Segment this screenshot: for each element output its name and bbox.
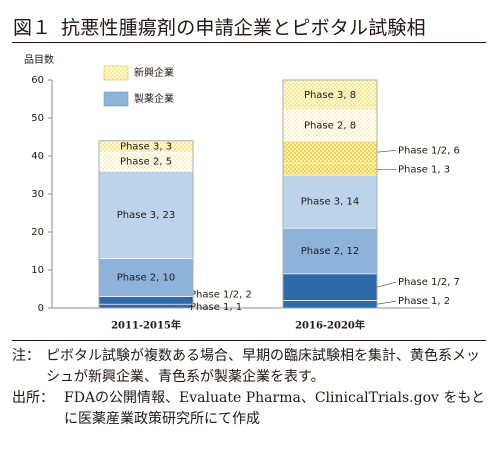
bar-segment [98,303,194,309]
notes-rule [12,340,486,341]
bar-outline [282,79,378,309]
legend-label: 新興企業 [134,66,174,79]
leader-line [376,281,397,288]
data-label: Phase 3, 23 [117,210,175,221]
data-label: Phase 2, 10 [117,273,175,284]
data-label: Phase 1/2, 2 [190,290,252,301]
y-tick-label: 40 [31,151,44,162]
bar-segment [282,140,378,164]
legend-swatch [103,91,129,107]
bar-segment [282,300,378,309]
header-rule [12,42,486,43]
source-row: 出所： FDAの公開情報、Evaluate Pharma、ClinicalTri… [12,388,490,430]
figure-title: 抗悪性腫瘍剤の申請企業とピボタル試験相 [61,16,426,39]
notes-block: 注： ピボタル試験が複数ある場合、早期の臨床試験相を集計、黄色系メッシュが新興企… [12,346,490,430]
source-text: FDAの公開情報、Evaluate Pharma、ClinicalTrials.… [64,390,486,427]
data-label: Phase 1, 3 [398,165,450,176]
x-tick-label: 2011-2015年 [111,319,181,332]
y-tick-label: 10 [31,265,44,276]
note-text: ピボタル試験が複数ある場合、早期の臨床試験相を集計、黄色系メッシュが新興企業、青… [46,348,480,385]
y-axis-label: 品目数 [24,53,54,66]
source-label: 出所： [12,390,54,406]
bar-segment [282,163,378,176]
data-label: Phase 3, 14 [301,197,359,208]
data-label: Phase 3, 3 [120,142,172,153]
bar-outline [98,140,194,309]
figure-header: 図１ 抗悪性腫瘍剤の申請企業とピボタル試験相 [13,11,426,41]
y-tick-label: 20 [31,227,44,238]
bar-segment [282,273,378,301]
y-tick-label: 0 [38,303,44,314]
note-label: 注： [12,348,40,364]
data-label: Phase 1, 1 [190,302,242,313]
leader-line [376,300,397,305]
y-tick-label: 50 [31,113,44,124]
data-label: Phase 1/2, 7 [398,277,460,288]
leader-line [376,150,397,153]
y-tick-label: 30 [31,189,44,200]
data-label: Phase 1, 2 [398,296,450,307]
data-label: Phase 3, 8 [304,90,356,101]
leader-line [187,305,194,308]
legend-swatch [103,65,129,81]
bar-segment [98,296,194,305]
data-label: Phase 1/2, 6 [398,145,460,156]
data-label: Phase 2, 5 [120,157,172,168]
legend-label: 製薬企業 [134,92,174,105]
bar-segment [98,258,194,297]
data-label: Phase 2, 8 [304,121,356,132]
bar-segment [282,79,378,111]
figure-number: 図１ [13,16,52,39]
data-label: Phase 2, 12 [301,246,359,257]
bar-segment [98,170,194,259]
y-tick-label: 60 [31,75,44,86]
note-row: 注： ピボタル試験が複数ある場合、早期の臨床試験相を集計、黄色系メッシュが新興企… [12,346,490,388]
x-tick-label: 2016-2020年 [295,319,365,332]
